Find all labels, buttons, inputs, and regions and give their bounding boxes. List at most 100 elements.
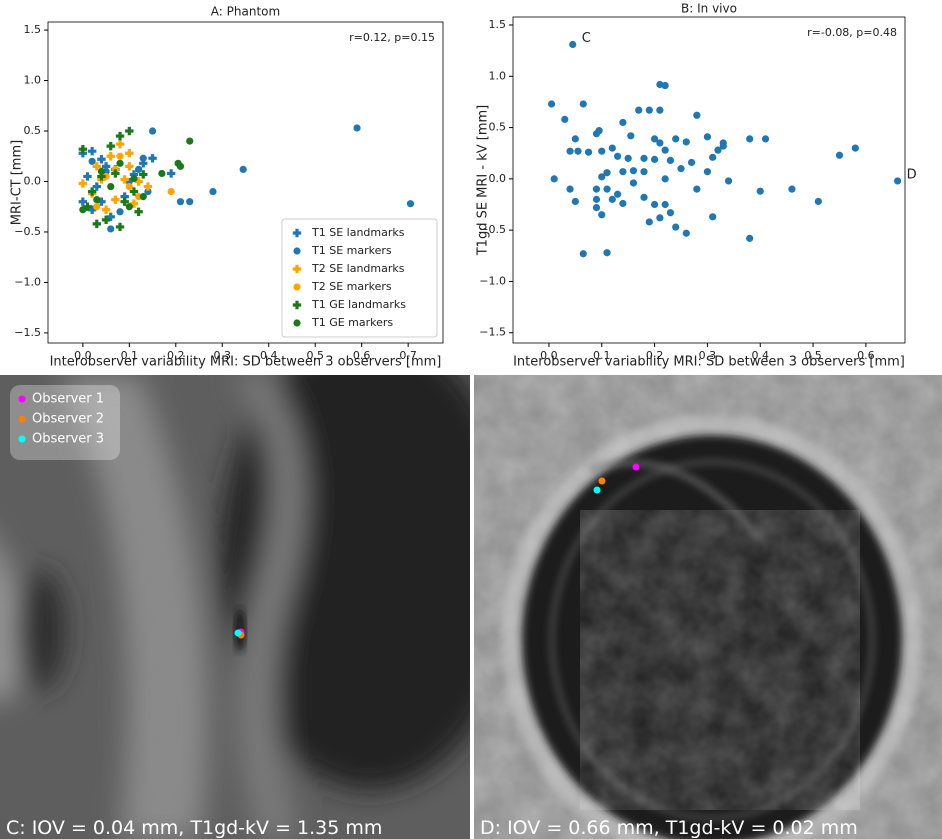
legend-label: Observer 2 [32, 412, 104, 427]
observer-legend [10, 385, 120, 460]
point [134, 177, 143, 186]
point [167, 187, 175, 196]
legend-label: T1 GE landmarks [311, 298, 406, 311]
point [134, 207, 143, 216]
x-tick-label: 0.5 [804, 349, 822, 362]
point [125, 149, 134, 158]
point [687, 158, 696, 167]
point [661, 146, 669, 154]
legend-label: T2 SE markers [311, 280, 392, 293]
point [97, 172, 106, 181]
point [635, 106, 643, 114]
point [661, 200, 669, 209]
point [125, 182, 133, 191]
point [579, 250, 587, 258]
legend-marker [293, 283, 301, 291]
x-tick-label: 0.3 [699, 349, 717, 362]
point [574, 147, 582, 155]
y-tick-label: −1.0 [479, 274, 506, 287]
x-axis-label: Interobserver variability MRI: SD betwee… [513, 355, 905, 370]
point [627, 132, 635, 140]
point [788, 185, 796, 193]
y-tick-label: 1.0 [489, 69, 507, 82]
point [595, 127, 603, 135]
point [88, 157, 96, 165]
point [101, 215, 111, 225]
point [97, 155, 106, 164]
y-tick-label: 1.5 [489, 18, 507, 31]
point [761, 135, 770, 143]
point [640, 154, 648, 162]
y-axis-label: MRI-CT [mm] [10, 140, 25, 225]
legend-label: T1 GE markers [311, 316, 393, 329]
y-axis-label: T1gd SE MRI - kV [mm] [476, 105, 491, 257]
x-tick-label: 0.5 [306, 349, 324, 362]
y-tick-label: 0.0 [24, 174, 42, 187]
legend-marker [18, 395, 26, 403]
point [656, 139, 664, 147]
x-tick-label: 0.3 [214, 349, 232, 362]
y-tick-label: −1.5 [479, 326, 506, 339]
point [87, 205, 97, 214]
point [125, 162, 134, 171]
point [125, 203, 133, 211]
y-tick-label: 1.5 [24, 23, 42, 36]
point [120, 175, 129, 184]
point [186, 198, 194, 206]
point [608, 144, 616, 152]
point [115, 131, 125, 141]
point [619, 118, 627, 127]
point [709, 213, 717, 221]
point [78, 197, 88, 206]
point [894, 177, 902, 185]
point [571, 197, 579, 206]
point [111, 195, 120, 204]
point [166, 169, 176, 178]
point [107, 225, 115, 233]
point [129, 187, 139, 196]
point [547, 100, 556, 108]
point [115, 222, 125, 232]
point [239, 165, 247, 173]
point [835, 151, 844, 159]
point [629, 179, 638, 187]
y-tick-label: −0.5 [479, 223, 506, 236]
point [120, 197, 129, 206]
point [106, 141, 115, 151]
point [614, 190, 622, 198]
observer-point [632, 463, 640, 471]
observer-point [234, 629, 242, 637]
point [682, 229, 690, 237]
point [148, 127, 157, 135]
point [92, 162, 101, 171]
plot-frame [512, 16, 906, 344]
x-tick-label: 0.2 [167, 349, 185, 362]
point [608, 195, 616, 203]
point [93, 196, 101, 204]
y-tick-label: 1.0 [24, 74, 42, 87]
x-tick-label: 0.2 [646, 349, 664, 362]
point [101, 205, 111, 214]
legend-marker [292, 264, 302, 274]
point [139, 154, 147, 162]
y-tick-label: −0.5 [14, 225, 41, 238]
point [129, 199, 139, 208]
point [176, 198, 185, 206]
point [598, 173, 606, 181]
point [629, 167, 638, 175]
image-caption: D: IOV = 0.66 mm, T1gd-kV = 0.02 mm [480, 817, 858, 839]
point [561, 115, 569, 123]
point [719, 142, 727, 150]
point [693, 185, 701, 193]
point [102, 172, 110, 181]
point [116, 152, 124, 160]
point [186, 137, 194, 145]
annotation: D [907, 167, 917, 182]
point [584, 148, 593, 156]
point [746, 135, 754, 143]
legend-marker [292, 228, 302, 238]
x-tick-label: 0.1 [593, 349, 611, 362]
point [92, 219, 101, 229]
